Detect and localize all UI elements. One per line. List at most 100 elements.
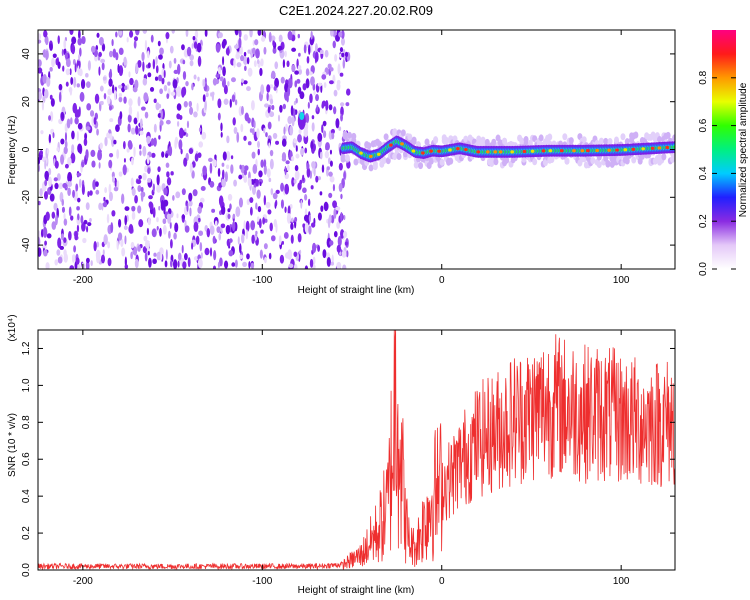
spectrogram-cell [48, 115, 52, 121]
spectrogram-cell [665, 131, 671, 139]
spectrogram-cell [308, 214, 311, 223]
spectrogram-cell [156, 251, 162, 261]
spectrogram-cell [49, 67, 53, 72]
spectrogram-cell [311, 122, 315, 132]
spectrogram-cell [85, 149, 89, 160]
spectrogram-cell [257, 205, 262, 213]
spectrogram-cell [290, 234, 294, 244]
spectrogram-cell [193, 74, 197, 80]
spectrogram-cell [206, 228, 211, 238]
spectrogram-cell [57, 256, 63, 264]
spectrogram-cell [304, 113, 310, 124]
spectrogram-cell [138, 219, 144, 228]
spectrogram-cell [181, 214, 186, 219]
spectrogram-cell [340, 229, 345, 239]
spectrogram-cell [118, 96, 123, 103]
spectrogram-cell [178, 127, 184, 139]
spectrogram-cell [300, 199, 303, 209]
spectrogram-cell [189, 54, 194, 61]
spectrogram-cell [79, 91, 85, 102]
spectrogram-cell [400, 129, 406, 137]
spectrogram-cell [184, 253, 188, 261]
spectrogram-cell [672, 153, 675, 161]
spectrogram-cell [418, 162, 424, 170]
spectrogram-cell [236, 62, 242, 68]
spectrogram-cell [273, 86, 277, 91]
spectrogram-cell [586, 149, 590, 153]
spectrogram-cell [93, 116, 97, 125]
spectrogram-cell [138, 175, 142, 180]
spectrogram-cell [98, 202, 103, 211]
spectrogram-cell [158, 104, 162, 109]
snr-y-tick-label: 0.2 [21, 526, 32, 540]
spectrogram-cell [281, 240, 284, 245]
spectrogram-cell [548, 149, 553, 153]
spectrogram-cell [315, 93, 319, 102]
spectrogram-cell [263, 127, 266, 134]
snr-x-label: Height of straight line (km) [298, 585, 415, 596]
spectrogram-cell [65, 68, 71, 76]
spectrogram-cell [368, 164, 374, 172]
spectrogram-cell [63, 253, 68, 263]
spectrogram-cell [238, 174, 243, 180]
snr-frame [37, 329, 676, 571]
spectrogram-cell [287, 115, 293, 125]
spectrogram-cell [62, 182, 68, 189]
spectrogram-cell [152, 183, 155, 193]
spectrogram-cell [153, 252, 157, 257]
spectrogram-cell [158, 205, 161, 211]
spectrogram-cell [54, 160, 59, 169]
spectrogram-cell [115, 124, 120, 132]
spectrogram-cell [286, 60, 290, 68]
spectrogram-cell [346, 250, 349, 258]
spectrogram-cell [79, 47, 82, 57]
spectrogram-cell [142, 78, 148, 86]
spectrogram-cell [56, 173, 61, 181]
spectrogram-cell [339, 72, 344, 77]
spectrogram-cell [329, 149, 332, 155]
spectrogram-cell [340, 193, 343, 200]
spectrogram-cell [87, 190, 90, 198]
spectrogram-cell [134, 258, 139, 269]
spectrogram-cell [169, 260, 173, 268]
spectrogram-cell [147, 62, 151, 69]
spectrogram-cell [340, 113, 343, 122]
spectrogram-cell [235, 206, 241, 218]
spectrogram-cell [144, 252, 148, 262]
spectrogram-cell [286, 164, 290, 172]
spectrogram-cell [661, 153, 667, 161]
spectrogram-cell [166, 171, 170, 178]
spectrogram-cell [110, 222, 114, 234]
spectrogram-cell [77, 197, 81, 203]
spectrogram-cell [138, 144, 142, 150]
spectrogram-cell [237, 236, 240, 245]
spectrogram-cell [38, 247, 42, 257]
spectrogram-cell [247, 141, 252, 146]
spectrogram-cell [175, 191, 181, 199]
spectrogram-cell [129, 77, 134, 86]
spectrogram-cell [284, 206, 287, 213]
spectrogram-cell [122, 164, 127, 176]
spectrogram-cell [130, 127, 136, 135]
spectrogram-y-tick-label: 40 [21, 48, 32, 60]
spectrogram-cell [177, 260, 180, 268]
spectrogram-cell [219, 76, 224, 82]
spectrogram-cell [333, 208, 337, 219]
spectrogram-cell [57, 237, 62, 249]
spectrogram-cell [71, 36, 77, 45]
spectrogram-cell [131, 187, 136, 197]
spectrogram-x-tick-label: 0 [439, 275, 445, 286]
spectrogram-cell [220, 223, 226, 229]
spectrogram-cell [85, 202, 90, 211]
spectrogram-cell [339, 102, 345, 107]
spectrogram-cell [173, 232, 177, 240]
spectrogram-cell [71, 44, 76, 55]
spectrogram-cell [82, 237, 87, 244]
spectrogram-cell [297, 33, 301, 39]
spectrogram-cell [332, 40, 336, 49]
spectrogram-cell [239, 164, 242, 170]
spectrogram-cell [108, 70, 113, 79]
snr-series [38, 330, 675, 570]
spectrogram-cell [303, 44, 307, 54]
spectrogram-cell [38, 91, 42, 101]
